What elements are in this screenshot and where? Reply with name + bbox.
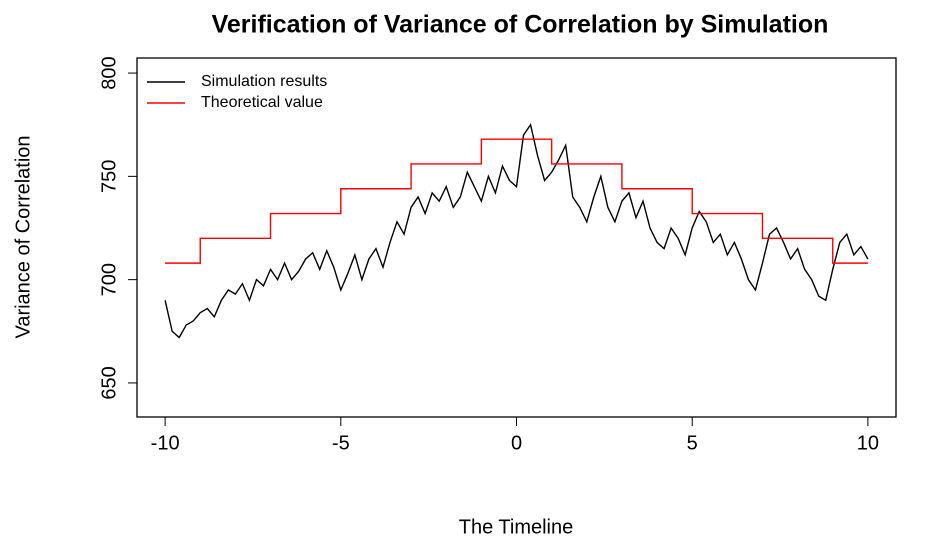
x-tick-label: 5 — [687, 432, 698, 454]
chart-title: Verification of Variance of Correlation … — [212, 11, 829, 39]
y-axis-label: Variance of Correlation — [12, 135, 34, 338]
x-tick-label: 0 — [511, 432, 522, 454]
series-line — [165, 138, 868, 264]
x-tick-label: 10 — [857, 432, 879, 454]
y-tick-label: 750 — [98, 160, 120, 193]
x-tick-label: -10 — [151, 432, 180, 454]
y-tick-label: 700 — [98, 263, 120, 296]
plot-box — [136, 57, 897, 418]
y-tick-label: 650 — [98, 366, 120, 399]
x-tick-label: -5 — [332, 432, 350, 454]
x-axis-label: The Timeline — [459, 516, 574, 538]
y-tick-label: 800 — [98, 56, 120, 89]
legend-label: Theoretical value — [201, 94, 323, 111]
legend-label: Simulation results — [201, 73, 327, 90]
series-line — [164, 122, 869, 339]
